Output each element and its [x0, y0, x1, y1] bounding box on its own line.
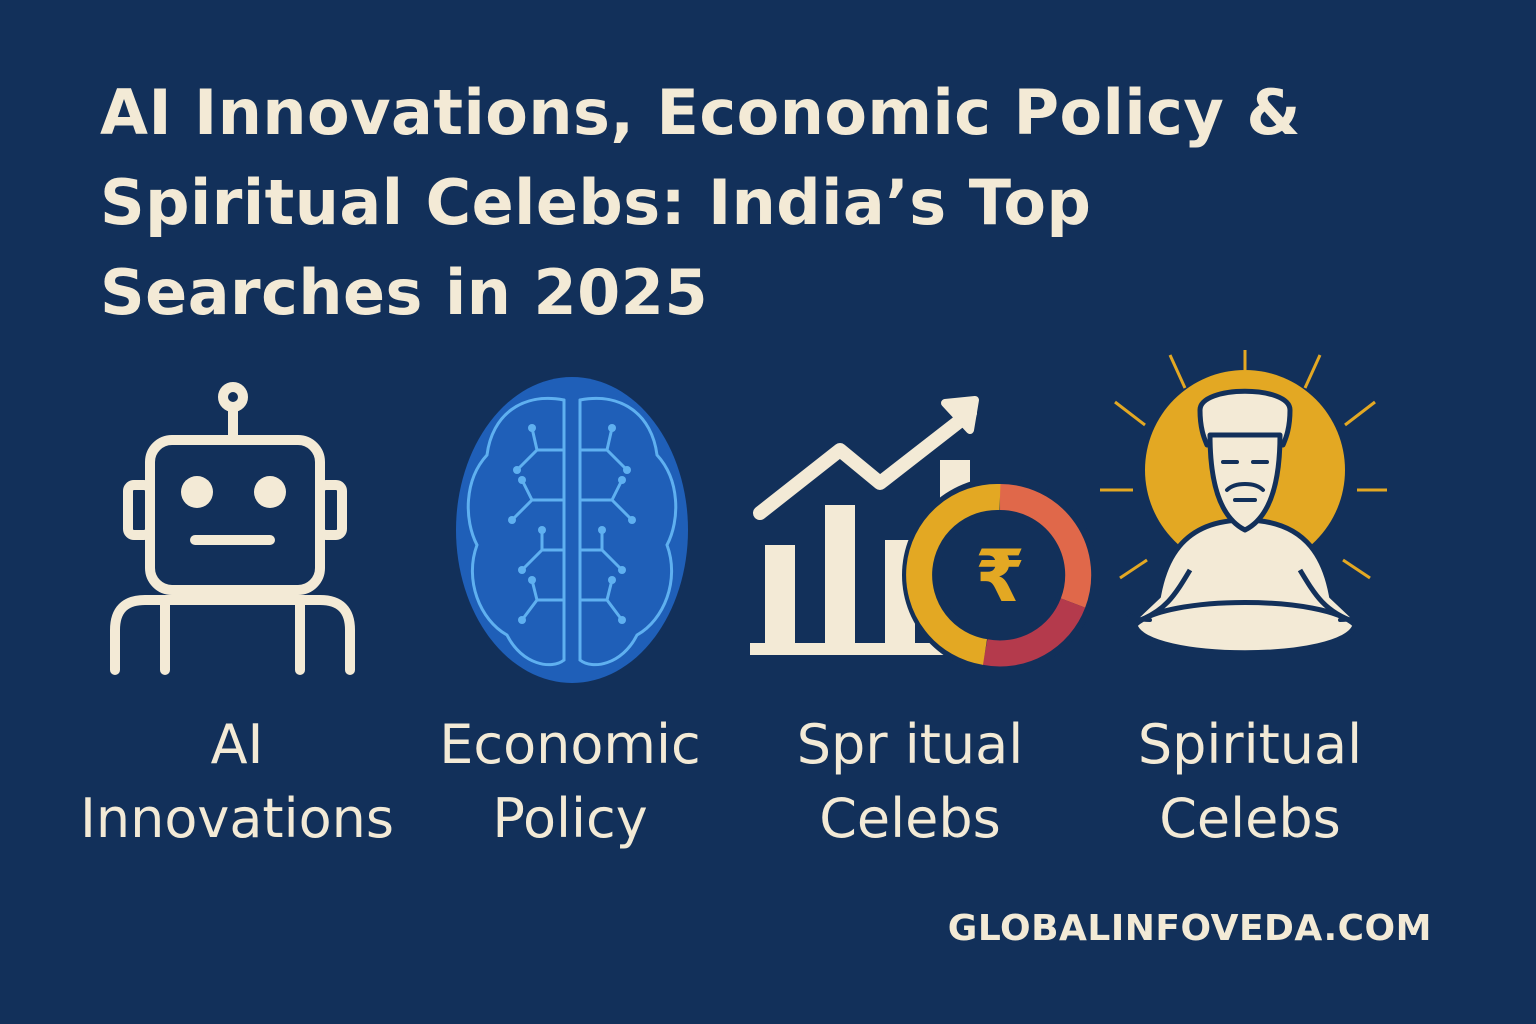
- item-label-line: Spr itual: [796, 713, 1024, 776]
- brain-icon: [456, 377, 688, 683]
- growth-chart-rupee-icon: ₹: [750, 396, 1095, 673]
- item-label-line: AI: [210, 713, 264, 776]
- title-line-3: Searches in 2025: [100, 256, 709, 329]
- item-label-spiritual-celebs-2: Spiritual Celebs: [1080, 708, 1420, 856]
- item-label-ai-innovations: AI Innovations: [67, 708, 407, 856]
- item-label-line: Economic: [439, 713, 701, 776]
- site-url: GLOBALINFOVEDA.COM: [947, 908, 1432, 949]
- meditating-guru-icon: [1100, 350, 1387, 656]
- item-label-line: Spiritual: [1137, 713, 1363, 776]
- item-label-line: Celebs: [1159, 787, 1341, 850]
- item-label-line: Celebs: [819, 787, 1001, 850]
- robot-icon: [110, 382, 355, 675]
- page-title: AI Innovations, Economic Policy & Spirit…: [100, 68, 1480, 338]
- item-label-line: Policy: [492, 787, 648, 850]
- title-line-1: AI Innovations, Economic Policy &: [100, 76, 1301, 149]
- item-label-economic-policy: Economic Policy: [400, 708, 740, 856]
- title-line-2: Spiritual Celebs: India’s Top: [100, 166, 1092, 239]
- rupee-symbol: ₹: [975, 534, 1025, 618]
- item-label-spiritual-celebs-1: Spr itual Celebs: [740, 708, 1080, 856]
- item-label-line: Innovations: [79, 787, 395, 850]
